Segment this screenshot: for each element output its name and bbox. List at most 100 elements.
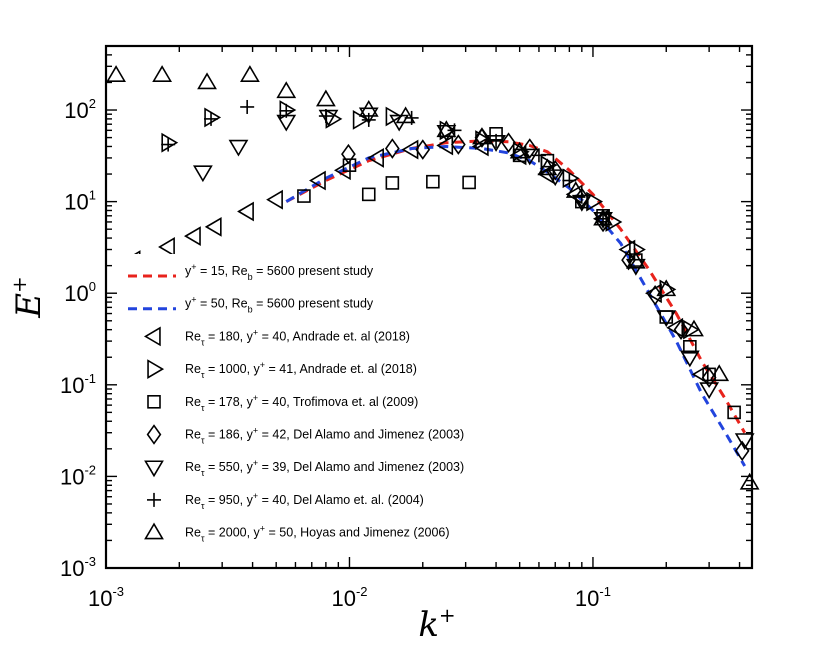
legend: y+ = 15, Reb = 5600 present study y+ = 50… — [120, 254, 520, 550]
legend-label: Reτ = 180, y+ = 40, Andrade et. al (2018… — [185, 327, 410, 347]
y-axis-title: E+ — [7, 276, 49, 319]
data-point — [297, 189, 311, 203]
data-point — [540, 153, 555, 168]
legend-entry: Reτ = 178, y+ = 40, Trofimova et. al (20… — [147, 393, 418, 413]
legend-marker — [144, 522, 164, 540]
y-tick-label: 100 — [64, 279, 96, 306]
data-point — [562, 173, 577, 188]
data-point — [472, 127, 492, 145]
data-point — [734, 440, 750, 462]
data-point — [565, 181, 586, 198]
legend-label: Reτ = 2000, y+ = 50, Hoyas and Jimenez (… — [185, 524, 450, 544]
axis-tick-labels: 10-3 10-2 10-1 10-3 10-2 10-1 100 101 102 — [60, 96, 611, 611]
data-point — [739, 472, 760, 490]
data-point — [266, 189, 283, 210]
data-point — [158, 237, 175, 257]
legend-entry: Reτ = 1000, y+ = 41, Andrade et. al (201… — [147, 359, 417, 380]
data-point — [152, 65, 173, 82]
legend-entry: Reτ = 186, y+ = 42, Del Alamo and Jimene… — [146, 424, 464, 446]
legend-background — [120, 254, 520, 550]
data-point — [308, 170, 326, 191]
data-point — [106, 65, 126, 82]
y-tick-label: 10-1 — [60, 371, 96, 398]
data-point — [659, 279, 677, 300]
legend-label: y+ = 50, Reb = 5600 present study — [185, 295, 374, 315]
data-point — [436, 124, 457, 142]
legend-entry: y+ = 15, Reb = 5600 present study — [128, 262, 374, 282]
data-point — [436, 120, 457, 138]
data-point — [450, 134, 466, 155]
data-point — [385, 176, 400, 190]
legend-label: y+ = 15, Reb = 5600 present study — [185, 262, 374, 282]
data-point — [426, 174, 440, 189]
series-8 — [161, 99, 611, 226]
legend-entry: Reτ = 2000, y+ = 50, Hoyas and Jimenez (… — [144, 522, 450, 544]
data-point — [727, 405, 741, 420]
data-point — [358, 99, 379, 117]
legend-entry: y+ = 50, Reb = 5600 present study — [128, 295, 374, 315]
data-point — [183, 226, 201, 247]
y-tick-label: 102 — [64, 96, 96, 123]
legend-marker — [147, 492, 161, 507]
legend-marker — [143, 326, 161, 347]
data-point — [673, 319, 689, 340]
axis-ticks — [105, 45, 752, 569]
data-point — [519, 148, 540, 166]
data-point — [197, 72, 217, 90]
data-point — [537, 158, 558, 176]
data-point — [204, 216, 222, 237]
axis-titles: k+ E+ — [7, 276, 456, 645]
data-point — [228, 139, 249, 157]
data-point — [315, 89, 336, 107]
legend-label: Reτ = 1000, y+ = 41, Andrade et. al (201… — [185, 360, 417, 380]
data-point — [501, 132, 516, 153]
data-point — [240, 99, 255, 114]
data-point — [684, 319, 704, 337]
data-point — [384, 138, 400, 159]
data-point — [161, 137, 176, 152]
data-point — [593, 208, 613, 226]
data-point — [395, 106, 416, 124]
legend-label: Reτ = 186, y+ = 42, Del Alamo and Jimene… — [185, 426, 464, 446]
legend-label: Reτ = 950, y+ = 40, Del Alamo et. al. (2… — [185, 491, 424, 511]
data-point — [318, 109, 339, 127]
data-point — [666, 317, 684, 338]
data-point — [204, 111, 219, 126]
series-9 — [106, 65, 760, 490]
data-point — [574, 187, 590, 209]
data-point — [342, 158, 357, 172]
data-point — [691, 364, 709, 385]
data-point — [489, 133, 504, 148]
data-point — [474, 127, 490, 148]
x-tick-label: 10-3 — [88, 584, 124, 611]
x-axis-title: k+ — [418, 603, 455, 645]
legend-marker — [146, 424, 162, 445]
legend-marker — [147, 359, 165, 379]
legend-marker — [144, 460, 164, 478]
data-point — [279, 103, 294, 118]
data-point — [462, 175, 476, 190]
x-tick-label: 10-2 — [331, 584, 367, 611]
data-point — [471, 136, 489, 157]
data-point — [625, 258, 646, 276]
data-point — [522, 138, 538, 159]
data-point — [509, 141, 530, 159]
legend-label: Reτ = 178, y+ = 40, Trofimova et. al (20… — [185, 393, 418, 413]
data-point — [683, 339, 697, 354]
data-point — [656, 279, 677, 297]
data-point — [240, 65, 260, 82]
data-point — [341, 143, 356, 165]
data-point — [562, 168, 580, 189]
legend-entry: Reτ = 180, y+ = 40, Andrade et. al (2018… — [143, 326, 410, 347]
data-point — [545, 169, 566, 187]
y-tick-label: 101 — [64, 188, 96, 215]
data-point — [679, 350, 700, 368]
legend-label: Reτ = 550, y+ = 39, Del Alamo and Jimene… — [185, 458, 464, 478]
data-point — [279, 100, 297, 120]
y-tick-label: 10-2 — [60, 462, 96, 489]
data-point — [656, 310, 677, 328]
data-point — [361, 187, 376, 202]
legend-entry: Reτ = 550, y+ = 39, Del Alamo and Jimene… — [144, 458, 464, 478]
x-tick-label: 10-1 — [575, 584, 611, 611]
